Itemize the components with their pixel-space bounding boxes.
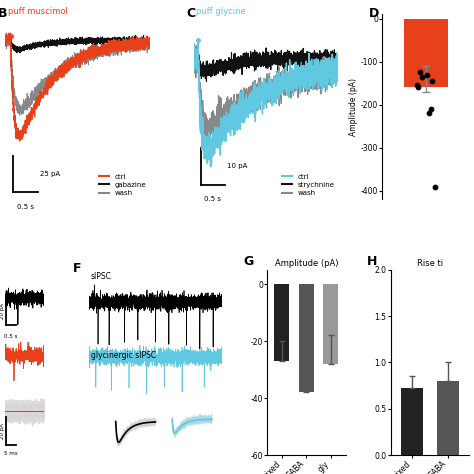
Bar <box>299 284 314 392</box>
Point <box>428 77 436 85</box>
Point <box>417 69 424 76</box>
Text: puff muscimol: puff muscimol <box>8 7 67 16</box>
Y-axis label: Amplitude (pA): Amplitude (pA) <box>349 78 358 136</box>
Bar <box>323 284 338 364</box>
Title: Amplitude (pA): Amplitude (pA) <box>274 259 338 268</box>
Text: 0.5 s: 0.5 s <box>4 334 18 339</box>
Text: puff glycine: puff glycine <box>196 7 246 16</box>
Point <box>427 105 435 113</box>
Text: 25 pA: 25 pA <box>39 171 60 177</box>
Text: 0.5 s: 0.5 s <box>204 196 221 202</box>
Text: F: F <box>73 263 82 275</box>
Text: glycinergic sIPSC: glycinergic sIPSC <box>91 351 155 360</box>
Text: 0.5 s: 0.5 s <box>17 204 34 210</box>
Text: 5 ms: 5 ms <box>4 451 18 456</box>
Point <box>419 73 426 81</box>
Text: G: G <box>244 255 254 268</box>
Point <box>414 83 422 91</box>
Text: D: D <box>369 7 380 20</box>
Text: sIPSC: sIPSC <box>91 272 111 281</box>
Text: 20 pA: 20 pA <box>0 303 5 319</box>
Legend: ctrl, strychnine, wash: ctrl, strychnine, wash <box>282 174 335 196</box>
Bar <box>404 18 447 87</box>
Text: 10 pA: 10 pA <box>227 163 247 169</box>
Bar <box>401 388 423 455</box>
Text: 20 pA: 20 pA <box>0 423 5 439</box>
Title: Rise ti: Rise ti <box>417 259 443 268</box>
Legend: ctrl, gabazine, wash: ctrl, gabazine, wash <box>99 174 146 196</box>
Point <box>423 71 430 78</box>
Point <box>425 109 433 117</box>
Point <box>431 182 438 190</box>
Bar <box>437 381 459 455</box>
Text: B: B <box>0 7 7 20</box>
Point <box>413 82 421 89</box>
Text: H: H <box>367 255 378 268</box>
Text: C: C <box>186 7 195 20</box>
Bar <box>274 284 290 361</box>
